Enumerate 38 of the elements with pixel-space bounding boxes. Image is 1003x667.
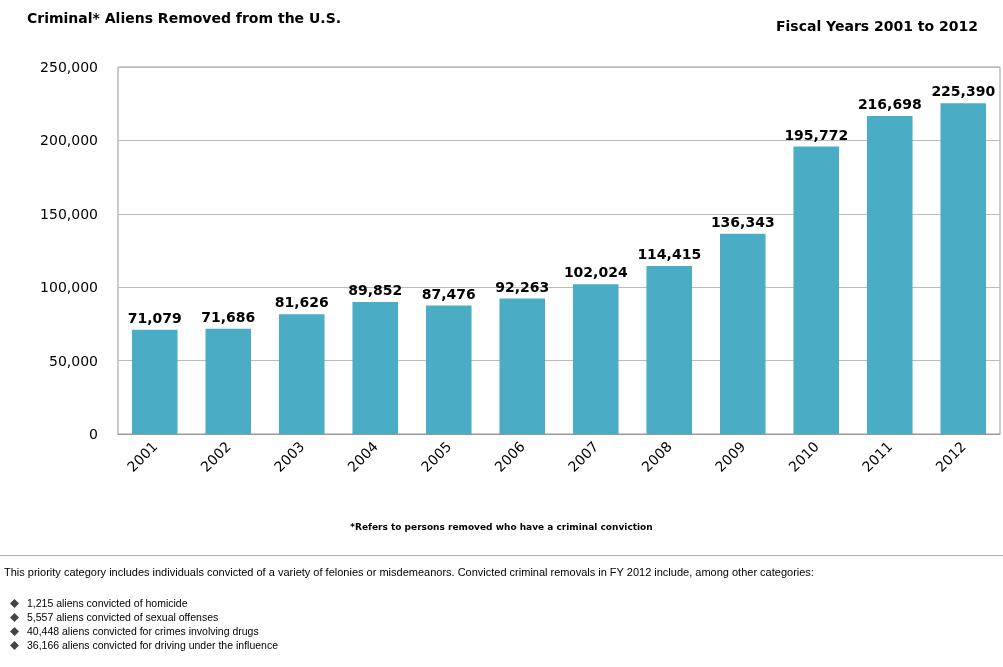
- data-label: 71,686: [201, 308, 256, 325]
- text: This priority category includes individuals convicted of a variety of felonies or misdemeanors. Convicted criminal removals in FY 2012 include, among other categories:: [4, 566, 815, 578]
- bar: [425, 305, 472, 434]
- bar: [940, 103, 987, 434]
- data-label: 102,024: [563, 264, 628, 281]
- text: 40,448 aliens convicted for crimes involving drugs: [27, 625, 259, 637]
- y-tick-label: 50,000: [49, 352, 98, 369]
- bar: [499, 298, 546, 434]
- bar: [205, 328, 252, 434]
- data-label: 71,079: [127, 309, 182, 326]
- text: 1,215 aliens convicted of homicide: [27, 597, 188, 609]
- y-tick-label: 200,000: [40, 132, 98, 149]
- data-label: 87,476: [421, 285, 476, 302]
- y-tick-label: 0: [89, 426, 98, 442]
- bar: [278, 314, 325, 434]
- data-label: 216,698: [857, 95, 922, 112]
- y-tick-label: 250,000: [40, 59, 98, 75]
- bar: [646, 266, 693, 434]
- data-label: 114,415: [637, 246, 702, 263]
- data-label: 92,263: [495, 278, 550, 295]
- text: 36,166 aliens convicted for driving under the influence: [27, 639, 278, 651]
- bar: [866, 115, 913, 434]
- bar: [352, 302, 399, 434]
- bar: [131, 329, 178, 434]
- text: *Refers to persons removed who have a criminal conviction: [350, 521, 653, 532]
- data-label: 81,626: [274, 294, 329, 311]
- chart-subtitle: Fiscal Years 2001 to 2012: [775, 18, 979, 34]
- data-label: 195,772: [784, 126, 849, 143]
- text: 5,557 aliens convicted of sexual offenses: [27, 611, 219, 623]
- y-tick-label: 100,000: [40, 279, 98, 296]
- data-label: 225,390: [931, 83, 996, 100]
- bar: [719, 233, 766, 434]
- bar: [793, 146, 840, 434]
- y-tick-label: 150,000: [40, 205, 98, 222]
- data-label: 136,343: [710, 213, 775, 230]
- chart-title: Criminal* Aliens Removed from the U.S.: [27, 10, 342, 26]
- bar: [572, 284, 619, 434]
- data-label: 89,852: [348, 282, 403, 299]
